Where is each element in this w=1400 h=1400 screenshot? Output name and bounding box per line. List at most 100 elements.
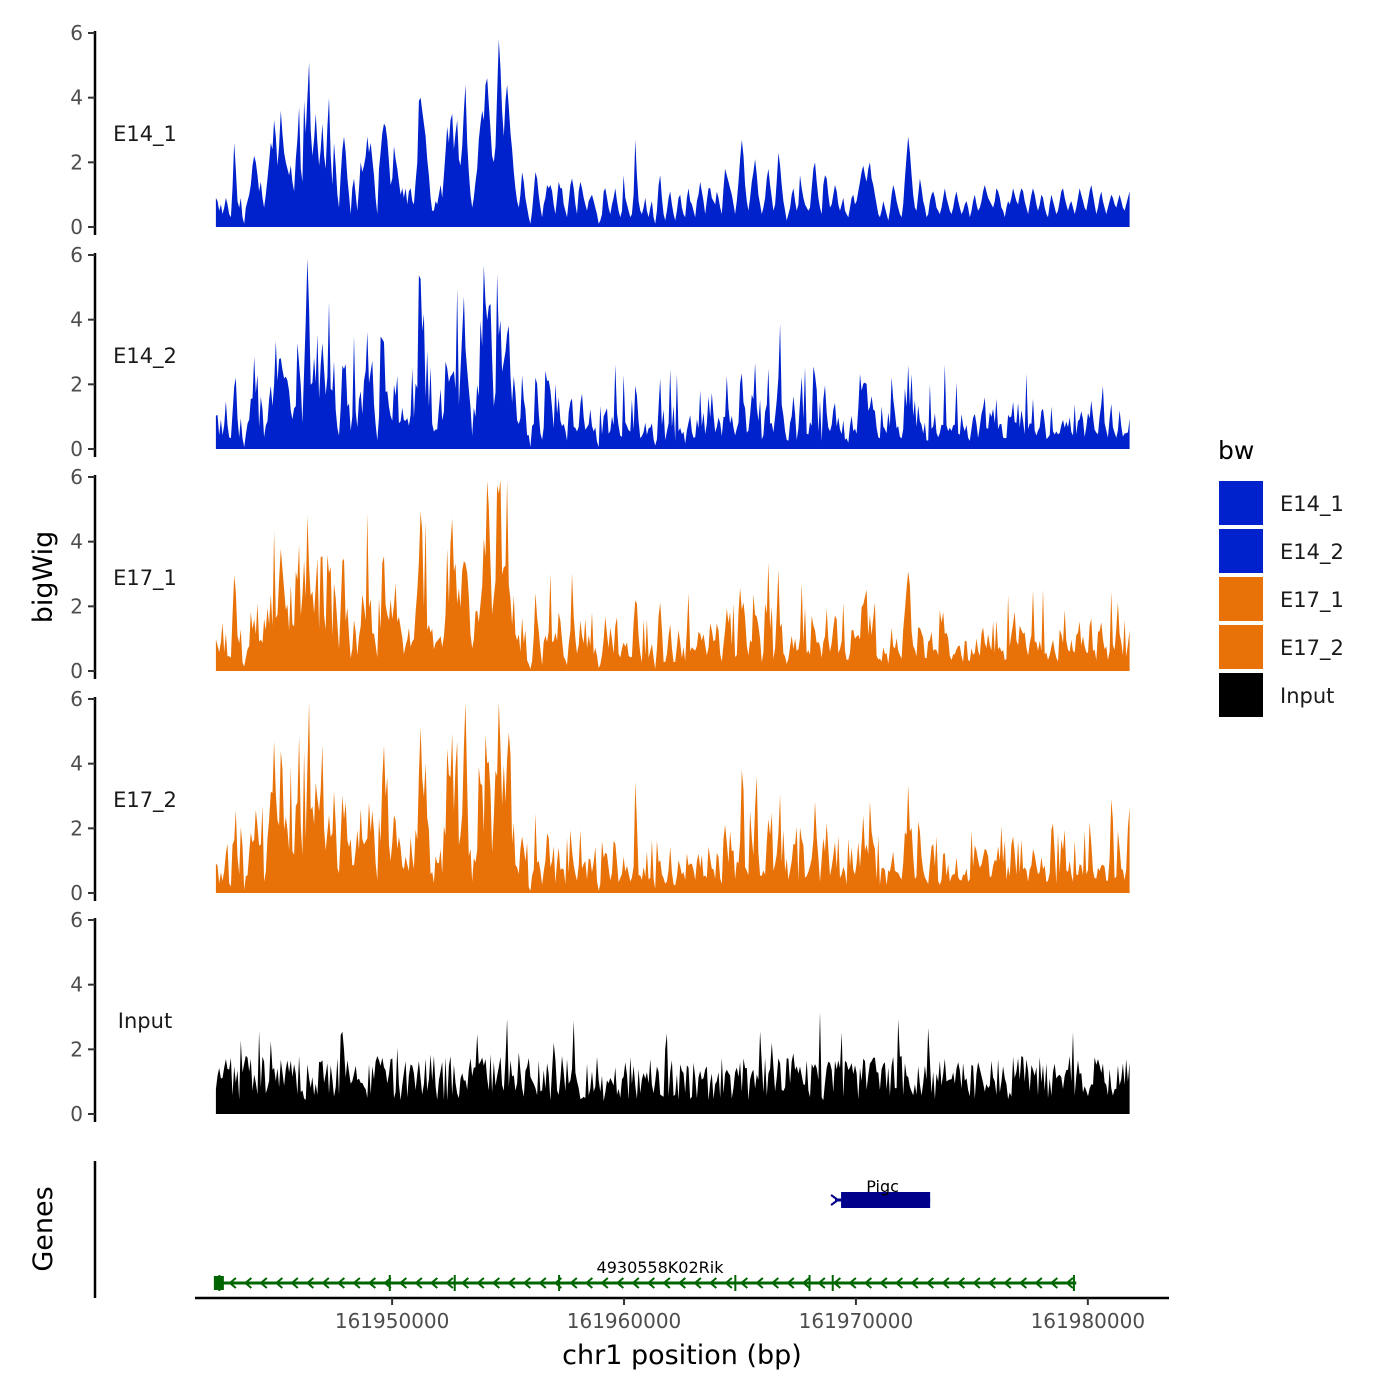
strand-arrow [538, 1277, 547, 1289]
strand-arrow [1034, 1277, 1043, 1289]
strand-arrow [243, 1277, 253, 1289]
strand-arrow [367, 1277, 377, 1289]
legend-swatch [1219, 481, 1263, 525]
y-tick-label: 4 [70, 308, 83, 332]
track-label: E14_1 [113, 122, 177, 147]
y-tick-label: 6 [70, 687, 83, 711]
y-tick-label: 0 [70, 437, 83, 461]
strand-arrow [429, 1277, 439, 1289]
strand-arrow [259, 1277, 268, 1289]
x-axis-title: chr1 position (bp) [562, 1340, 802, 1371]
y-tick-label: 0 [70, 215, 83, 239]
gene-label: 4930558K02Rik [597, 1258, 725, 1277]
legend-title: bw [1218, 436, 1254, 465]
y-tick-label: 2 [70, 594, 83, 618]
y-tick-label: 0 [70, 881, 83, 905]
strand-arrow [228, 1277, 237, 1289]
strand-arrow [569, 1277, 578, 1289]
strand-arrow [848, 1277, 857, 1289]
strand-arrow [755, 1277, 764, 1289]
strand-arrow [832, 1277, 842, 1289]
strand-arrow [987, 1277, 997, 1289]
strand-arrow [925, 1277, 935, 1289]
signal-area [215, 39, 1130, 227]
x-tick-label: 161970000 [799, 1309, 914, 1333]
strand-arrow [1018, 1277, 1028, 1289]
y-tick-label: 6 [70, 21, 83, 45]
gene-track: Pigc 4930558K02Rik [93, 1161, 1077, 1298]
track-label: E17_1 [113, 566, 177, 591]
legend-swatch [1219, 577, 1263, 621]
legend-item-e17-1: E17_1 [1219, 577, 1344, 621]
x-axis: 161950000 161960000 161970000 161980000 [195, 1296, 1169, 1333]
track-input: 0 2 4 6 Input [70, 908, 1130, 1126]
strand-arrow [352, 1277, 361, 1289]
signal-area [215, 702, 1130, 893]
strand-arrow [770, 1277, 780, 1289]
strand-arrow [445, 1277, 454, 1289]
strand-arrow [677, 1277, 687, 1289]
strand-arrow [600, 1277, 609, 1289]
strand-arrow [1003, 1277, 1012, 1289]
strand-arrow [321, 1277, 330, 1289]
y-tick-label: 2 [70, 372, 83, 396]
legend: bw E14_1 E14_2 E17_1 E17_2 Input [1218, 436, 1344, 717]
y-tick-label: 4 [70, 752, 83, 776]
legend-item-e17-2: E17_2 [1219, 625, 1344, 669]
legend-swatch [1219, 673, 1263, 717]
strand-arrow [631, 1277, 640, 1289]
strand-arrow [476, 1277, 485, 1289]
track-label: Input [118, 1009, 172, 1033]
strand-arrow [290, 1277, 299, 1289]
y-tick-label: 2 [70, 150, 83, 174]
strand-arrow [941, 1277, 950, 1289]
strand-arrow [724, 1277, 733, 1289]
y-tick-label: 4 [70, 973, 83, 997]
legend-label: E17_1 [1280, 588, 1344, 613]
track-e17-1: 0 2 4 6 E17_1 [70, 465, 1130, 683]
gene-pigc: Pigc [830, 1177, 931, 1208]
track-label: E14_2 [113, 344, 177, 369]
gene-exon [841, 1192, 931, 1208]
strand-arrow [460, 1277, 470, 1289]
strand-arrow [956, 1277, 966, 1289]
signal-area [215, 1011, 1130, 1114]
strand-arrow [786, 1277, 795, 1289]
signal-area [215, 480, 1130, 671]
legend-swatch [1219, 529, 1263, 573]
y-tick-label: 6 [70, 465, 83, 489]
legend-label: Input [1280, 684, 1334, 708]
strand-arrow [305, 1277, 315, 1289]
strand-arrow [336, 1277, 346, 1289]
y-tick-label: 6 [70, 908, 83, 932]
legend-label: E14_2 [1280, 540, 1344, 565]
strand-arrow [708, 1277, 718, 1289]
strand-arrow [894, 1277, 904, 1289]
x-tick-label: 161960000 [567, 1309, 682, 1333]
y-tick-label: 4 [70, 530, 83, 554]
y-tick-label: 2 [70, 816, 83, 840]
strand-arrow [863, 1277, 873, 1289]
track-e14-1: 0 2 4 6 E14_1 [70, 21, 1130, 239]
strand-arrow [1049, 1277, 1059, 1289]
strand-arrow [801, 1277, 811, 1289]
legend-label: E17_2 [1280, 636, 1344, 661]
legend-label: E14_1 [1280, 492, 1344, 517]
strand-arrow [1065, 1277, 1074, 1289]
x-tick-label: 161980000 [1031, 1309, 1146, 1333]
strand-arrow [383, 1277, 392, 1289]
strand-arrow [553, 1277, 563, 1289]
strand-arrow [817, 1277, 826, 1289]
strand-arrow [830, 1194, 840, 1206]
strand-arrow [274, 1277, 284, 1289]
gene-label: Pigc [866, 1177, 899, 1196]
strand-arrow [972, 1277, 981, 1289]
y-tick-label: 4 [70, 86, 83, 110]
gene-4930558k02rik: 4930558K02Rik [213, 1258, 1077, 1291]
strand-arrow [507, 1277, 516, 1289]
strand-arrow [522, 1277, 532, 1289]
strand-arrow [739, 1277, 749, 1289]
strand-arrow [662, 1277, 671, 1289]
y-axis-title: bigWig [28, 531, 59, 624]
